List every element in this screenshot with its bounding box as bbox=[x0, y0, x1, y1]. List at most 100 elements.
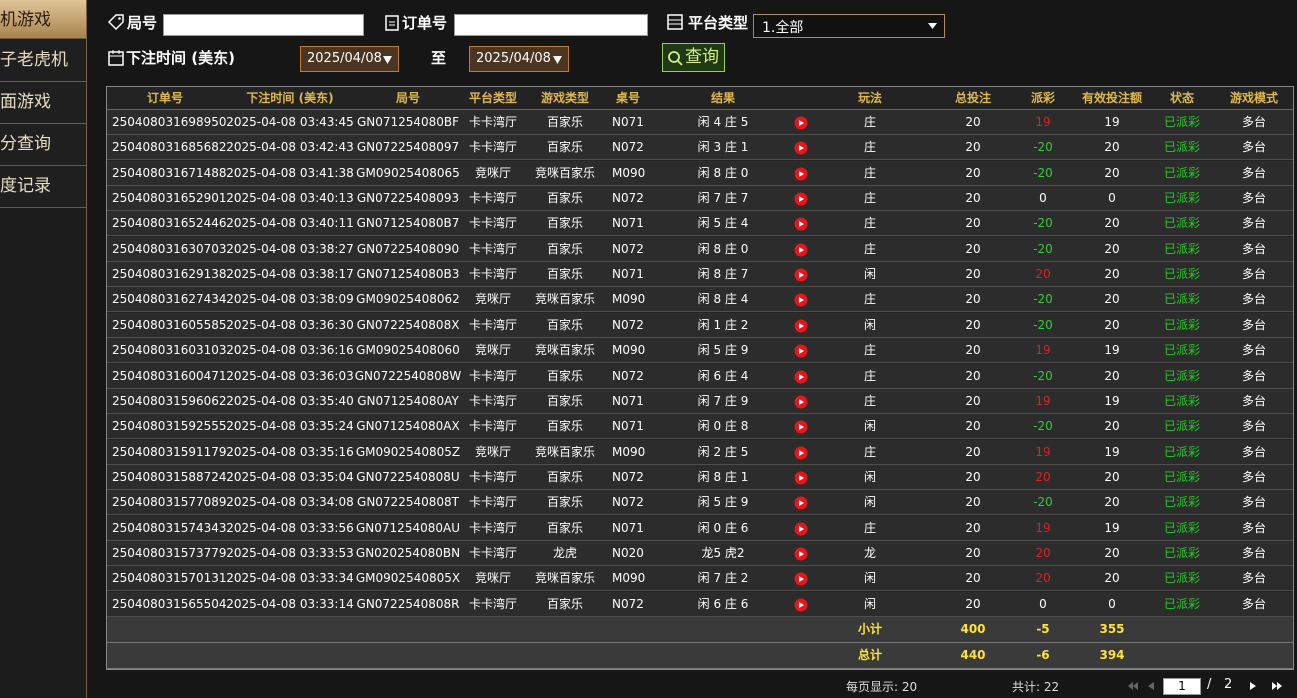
replay-icon[interactable] bbox=[794, 141, 808, 155]
table-cell: 百家乐 bbox=[546, 241, 583, 256]
header-row bbox=[107, 87, 1293, 110]
replay-icon[interactable] bbox=[794, 319, 808, 333]
table-cell: GN0722540808U bbox=[356, 469, 460, 484]
table-cell: N072 bbox=[612, 368, 644, 383]
menu-item[interactable]: 机游戏 bbox=[0, 0, 86, 39]
total-value: -6 bbox=[1036, 648, 1050, 662]
table-cell: GN07225408097 bbox=[356, 140, 460, 155]
table-cell: 20 bbox=[965, 216, 981, 231]
replay-icon[interactable] bbox=[794, 420, 808, 434]
table-cell: 闲 8 庄 0 bbox=[697, 241, 749, 256]
total-value: 394 bbox=[1099, 648, 1125, 662]
table-cell: N071 bbox=[612, 115, 644, 129]
replay-icon[interactable] bbox=[794, 522, 808, 536]
current-page: 1 bbox=[1178, 679, 1186, 693]
replay-icon[interactable] bbox=[794, 344, 808, 358]
table-row bbox=[107, 110, 1293, 135]
table-cell: 20 bbox=[1104, 571, 1120, 586]
table-cell: M090 bbox=[612, 571, 646, 586]
table-cell: 250408031570131 bbox=[112, 571, 227, 586]
replay-icon[interactable] bbox=[794, 370, 808, 384]
replay-icon[interactable] bbox=[794, 116, 808, 130]
table-cell: 多台 bbox=[1241, 444, 1266, 459]
replay-icon[interactable] bbox=[794, 268, 808, 282]
table-cell: 2025-04-08 03:36:30 bbox=[226, 317, 354, 332]
table-cell: 多台 bbox=[1241, 596, 1266, 611]
table-cell: 已派彩 bbox=[1163, 241, 1200, 256]
platform-select[interactable]: 1.全部 bbox=[753, 14, 945, 38]
menu-item[interactable]: 面游戏 bbox=[0, 82, 86, 124]
table-cell: GN0722540808T bbox=[357, 495, 459, 510]
date-from[interactable]: 2025/04/08 bbox=[300, 46, 399, 72]
table-cell: 卡卡湾厅 bbox=[468, 140, 517, 155]
replay-icon[interactable] bbox=[794, 471, 808, 485]
replay-icon[interactable] bbox=[794, 293, 808, 307]
table-cell: 多台 bbox=[1241, 292, 1266, 307]
table-row bbox=[107, 566, 1293, 592]
menu-item[interactable]: 子老虎机 bbox=[0, 40, 86, 82]
table-row bbox=[107, 515, 1293, 541]
replay-icon[interactable] bbox=[794, 598, 808, 612]
table-cell: 20 bbox=[965, 545, 981, 560]
table-cell: 2025-04-08 03:42:43 bbox=[226, 140, 354, 155]
table-cell: 多台 bbox=[1241, 241, 1266, 256]
tag-icon bbox=[107, 14, 124, 31]
table-cell: 闲 0 庄 8 bbox=[697, 419, 749, 434]
first-prev-buttons[interactable] bbox=[1128, 681, 1156, 691]
table-cell: 竞咪厅 bbox=[474, 343, 511, 358]
round-input[interactable] bbox=[163, 14, 364, 36]
table-cell: 竞咪厅 bbox=[474, 165, 511, 180]
next-last-buttons[interactable] bbox=[1250, 681, 1286, 691]
order-input[interactable] bbox=[454, 14, 648, 36]
table-cell: 19 bbox=[1035, 520, 1051, 535]
table-cell: 多台 bbox=[1241, 368, 1266, 383]
table-cell: 竞咪厅 bbox=[474, 444, 511, 459]
page-input[interactable]: 1 bbox=[1163, 678, 1201, 695]
replay-icon[interactable] bbox=[794, 572, 808, 586]
table-cell: 闲 8 庄 4 bbox=[697, 292, 749, 307]
table-cell: GN020254080BN bbox=[355, 545, 461, 560]
table-cell: 已派彩 bbox=[1163, 343, 1200, 358]
column-header: 游戏模式 bbox=[1229, 91, 1278, 105]
table-cell: 庄 bbox=[863, 241, 876, 256]
table-row bbox=[107, 414, 1293, 440]
table-cell: 250408031698950 bbox=[112, 115, 227, 129]
replay-icon[interactable] bbox=[794, 192, 808, 206]
menu-item[interactable]: 度记录 bbox=[0, 166, 86, 208]
replay-icon[interactable] bbox=[794, 496, 808, 510]
replay-icon[interactable] bbox=[794, 217, 808, 231]
clipboard-icon bbox=[385, 15, 399, 31]
table-cell: 百家乐 bbox=[546, 115, 583, 129]
table-cell: 2025-04-08 03:36:03 bbox=[226, 368, 354, 383]
table-cell: 2025-04-08 03:38:27 bbox=[226, 241, 354, 256]
table-cell: 20 bbox=[965, 596, 981, 611]
replay-icon[interactable] bbox=[794, 395, 808, 409]
replay-icon[interactable] bbox=[794, 243, 808, 257]
date-arrow bbox=[553, 56, 562, 64]
table-cell: 闲 2 庄 5 bbox=[697, 444, 749, 459]
table-cell: 0 bbox=[1108, 191, 1116, 206]
query-button[interactable]: 查询 bbox=[662, 43, 725, 72]
table-cell: GM0902540805Z bbox=[355, 444, 461, 459]
menu-item[interactable]: 分查询 bbox=[0, 124, 86, 166]
table-cell: 已派彩 bbox=[1163, 191, 1200, 206]
table-cell: 20 bbox=[1104, 140, 1120, 155]
table-cell: 庄 bbox=[863, 444, 876, 459]
table-row bbox=[107, 591, 1293, 617]
table-cell: 20 bbox=[1104, 165, 1120, 180]
table-cell: 百家乐 bbox=[546, 216, 583, 231]
date-to[interactable]: 2025/04/08 bbox=[469, 46, 569, 72]
table-cell: 闲 bbox=[863, 317, 876, 332]
table-cell: 卡卡湾厅 bbox=[468, 520, 517, 535]
replay-icon[interactable] bbox=[794, 547, 808, 561]
replay-icon[interactable] bbox=[794, 446, 808, 460]
table-cell: 卡卡湾厅 bbox=[468, 241, 517, 256]
table-cell: GN0722540808R bbox=[356, 596, 460, 611]
replay-icon[interactable] bbox=[794, 167, 808, 181]
table-cell: 闲 bbox=[863, 469, 876, 484]
table-cell: 百家乐 bbox=[546, 419, 583, 434]
table-cell: N072 bbox=[612, 317, 644, 332]
table-cell: 庄 bbox=[863, 368, 876, 383]
table-cell: 多台 bbox=[1241, 267, 1266, 282]
table-row bbox=[107, 490, 1293, 516]
